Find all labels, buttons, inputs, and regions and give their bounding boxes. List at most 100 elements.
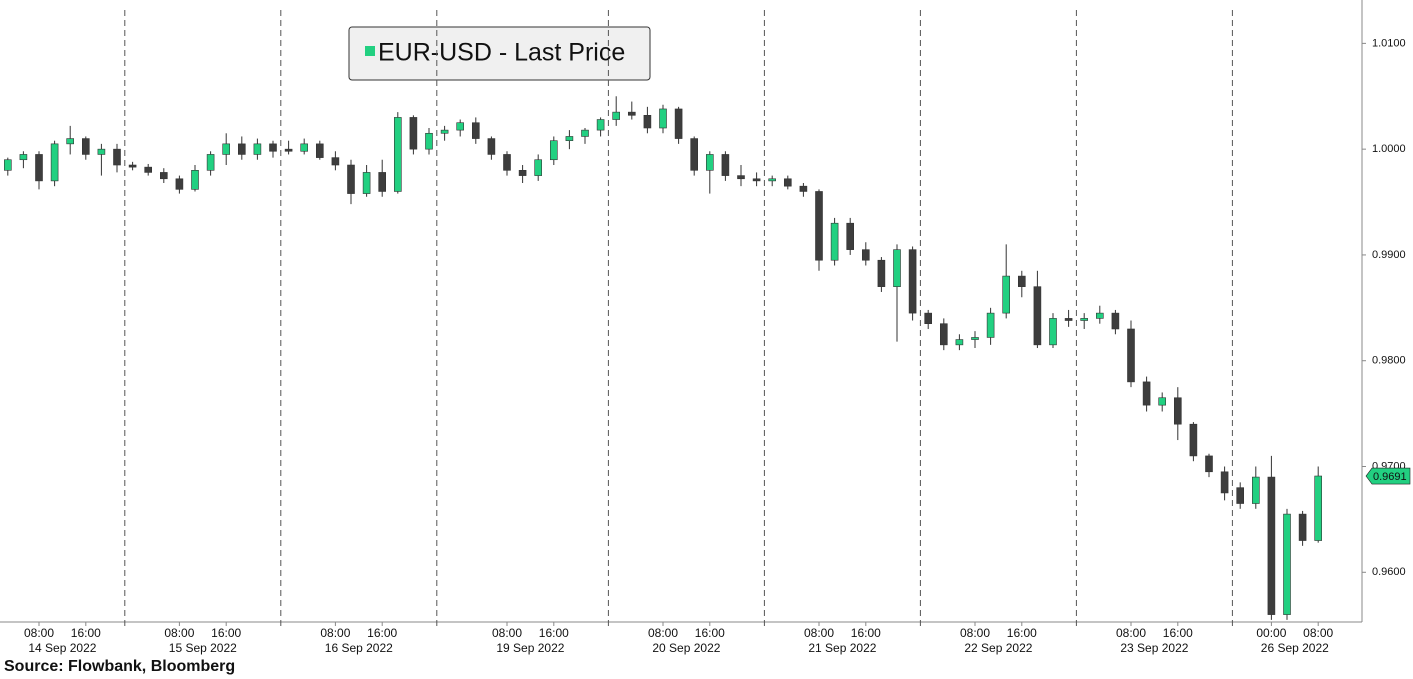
candle-body <box>1283 513 1291 615</box>
candle-body <box>1049 318 1057 346</box>
x-tick-label: 08:00 <box>24 626 54 640</box>
candle-body <box>409 117 418 150</box>
candle-body <box>503 154 511 171</box>
x-tick-label: 16:00 <box>211 626 241 640</box>
candle-body <box>471 122 480 139</box>
candle-body <box>549 140 558 161</box>
y-tick-label: 1.0000 <box>1372 143 1406 155</box>
candle-body <box>877 259 886 287</box>
candle-body <box>690 138 699 171</box>
candle-body <box>986 312 995 338</box>
x-tick-label: 00:00 <box>1256 626 1286 640</box>
candle-body <box>362 172 371 194</box>
candle-body <box>737 175 745 180</box>
candle-body <box>82 138 90 155</box>
candle-body <box>1205 455 1213 473</box>
candle-body <box>581 129 589 137</box>
candle-body <box>128 164 137 168</box>
x-tick-label: 16:00 <box>367 626 397 640</box>
y-tick-label: 0.9600 <box>1372 566 1406 578</box>
candle-body <box>1267 476 1276 615</box>
candle-body <box>768 178 777 182</box>
candle-body <box>284 148 293 152</box>
candle-body <box>347 164 355 194</box>
day-label: 14 Sep 2022 <box>28 641 96 655</box>
x-tick-label: 16:00 <box>539 626 569 640</box>
candle-body <box>206 154 215 171</box>
candle-body <box>1142 381 1151 406</box>
candle-body <box>705 154 714 171</box>
candle-body <box>425 132 433 150</box>
candle-body <box>518 170 527 176</box>
day-label: 16 Sep 2022 <box>325 641 393 655</box>
candle-body <box>534 159 543 176</box>
day-label: 15 Sep 2022 <box>169 641 237 655</box>
x-tick-label: 16:00 <box>71 626 101 640</box>
candle-body <box>1298 513 1307 541</box>
candle-body <box>1111 312 1120 330</box>
legend: EUR-USD - Last Price <box>348 26 651 81</box>
candle-body <box>315 143 324 158</box>
candle-body <box>893 249 901 287</box>
day-label: 19 Sep 2022 <box>496 641 564 655</box>
candle-body <box>1002 275 1011 314</box>
candle-body <box>331 157 340 166</box>
candle-body <box>175 178 184 190</box>
candle-body <box>97 148 106 155</box>
candle-body <box>35 154 43 182</box>
candle-body <box>113 148 121 166</box>
candle-body <box>783 178 792 187</box>
candle-body <box>487 138 496 155</box>
candle-body <box>752 178 761 182</box>
candle-body <box>1189 423 1198 457</box>
y-tick-label: 1.0100 <box>1372 37 1406 49</box>
candle-body <box>66 138 74 145</box>
candle-body <box>50 143 59 182</box>
candle-body <box>1174 397 1182 425</box>
x-tick-label: 16:00 <box>1007 626 1037 640</box>
candle-body <box>1127 328 1135 383</box>
candle-body <box>908 249 917 314</box>
day-label: 23 Sep 2022 <box>1120 641 1188 655</box>
x-tick-label: 08:00 <box>1303 626 1333 640</box>
day-label: 20 Sep 2022 <box>652 641 720 655</box>
candle-body <box>1096 312 1104 319</box>
candle-body <box>1017 275 1026 287</box>
y-tick-label: 0.9900 <box>1372 249 1406 261</box>
candle-body <box>1314 475 1322 541</box>
candle-body <box>612 111 621 120</box>
y-tick-label: 0.9800 <box>1372 355 1406 367</box>
source: Source: Flowbank, Bloomberg <box>4 658 235 675</box>
candle-body <box>269 143 277 152</box>
candle-body <box>144 166 152 173</box>
candle-body <box>830 222 839 261</box>
candle-body <box>300 143 309 152</box>
day-label: 21 Sep 2022 <box>808 641 876 655</box>
candle-body <box>971 337 979 340</box>
x-tick-label: 08:00 <box>648 626 678 640</box>
candle-body <box>799 185 808 192</box>
candle-body <box>222 143 230 155</box>
candle-body <box>596 119 605 131</box>
candle-body <box>1158 397 1166 406</box>
candle-body <box>19 154 28 161</box>
x-tick-label: 08:00 <box>164 626 194 640</box>
x-tick-label: 16:00 <box>695 626 725 640</box>
candle-body <box>939 323 948 346</box>
candle-body <box>1080 318 1088 321</box>
candle-body <box>643 115 652 129</box>
candle-body <box>955 339 964 346</box>
x-tick-label: 08:00 <box>492 626 522 640</box>
last-price-marker <box>1365 467 1411 485</box>
candle-body <box>440 129 449 134</box>
candle-body <box>456 122 465 131</box>
x-tick-label: 16:00 <box>1163 626 1193 640</box>
x-tick-label: 08:00 <box>804 626 834 640</box>
candle-body <box>253 143 262 155</box>
candle-body <box>674 108 683 139</box>
candle-body <box>721 154 730 176</box>
candle-body <box>378 172 387 192</box>
candle-body <box>238 143 246 155</box>
